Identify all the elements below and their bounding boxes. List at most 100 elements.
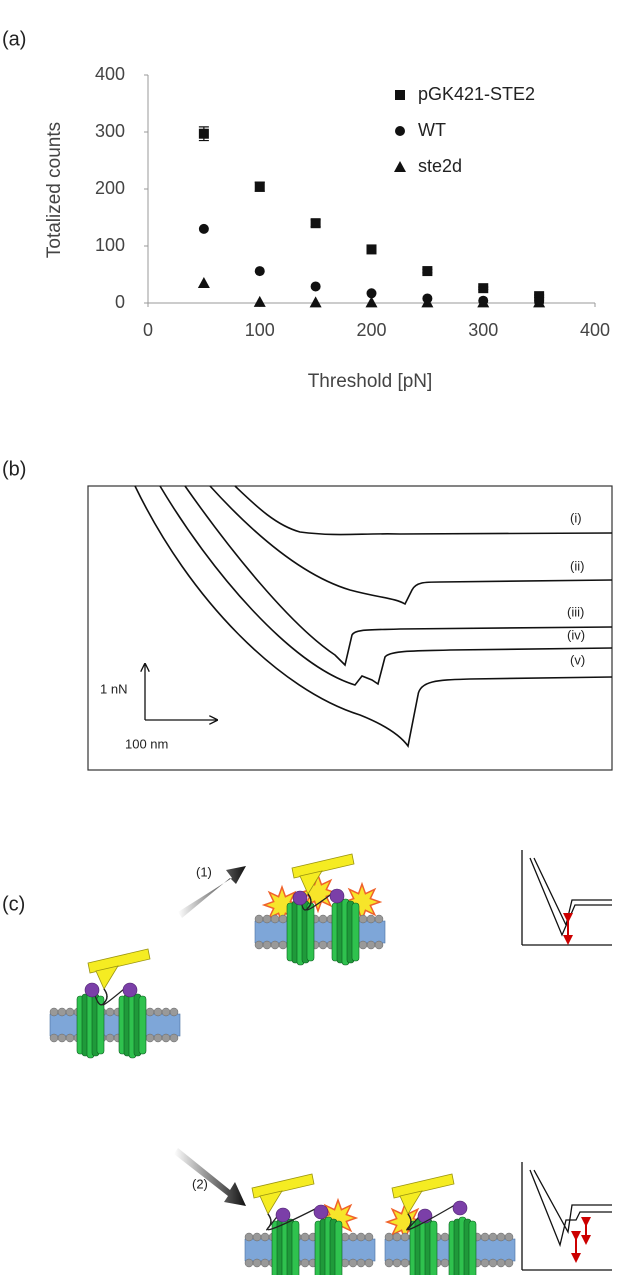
lipid-head [480,1258,490,1268]
tether [266,1205,322,1231]
lipid-head [49,1007,59,1017]
y-tick-label: 200 [95,178,125,198]
lipid-head [356,1232,366,1242]
lipid-head [65,1033,75,1043]
receptor-helix [96,995,105,1055]
marker [534,291,545,302]
ligand [122,982,138,998]
tether [102,983,131,1006]
lipid-head [252,1258,262,1268]
marker [310,281,321,292]
lipid-head [504,1232,514,1242]
lipid-head [254,914,264,924]
lipid-head [153,1007,163,1017]
lipid-head [169,1007,179,1017]
lipid-head [300,1258,310,1268]
lipid-head [244,1258,254,1268]
inset-plot [521,850,612,1271]
arrow [174,1148,246,1206]
x-tick-label: 300 [468,320,498,340]
lipid-head [364,1258,374,1268]
marker [477,296,490,308]
lipid-head [254,940,264,950]
ligand [417,1208,433,1224]
membrane [49,1013,181,1037]
panel-label: (a) [2,28,26,50]
lipid-head [270,940,280,950]
lipid-head [374,940,384,950]
x-tick-label: 0 [143,320,153,340]
marker [422,266,433,277]
lipid-head [480,1232,490,1242]
y-axis-label: Totalized counts [44,122,65,258]
scale-label: 1 nN [100,681,127,696]
step-label: (1) [196,864,212,879]
lipid-head [440,1232,450,1242]
scale-label: 100 nm [125,736,168,751]
tether [306,889,338,911]
cantilever-tip [259,1190,283,1215]
lipid-head [496,1232,506,1242]
y-tick-label: 0 [115,292,125,312]
legend-label: ste2d [418,156,462,176]
cantilever [391,1173,455,1199]
lipid-head [161,1033,171,1043]
lipid-head [244,1232,254,1242]
lipid-head [65,1007,75,1017]
lipid-head [161,1007,171,1017]
ligand [313,1204,329,1220]
receptor-helix [468,1220,477,1275]
y-tick-label: 400 [95,64,125,84]
trace-label: (v) [570,652,585,667]
scatter-chart: Threshold [pN] Totalized counts 0 100 200 3… [44,64,610,392]
receptor-helix [334,1220,343,1275]
lipid-head [270,914,280,924]
cantilever-tip [399,1190,423,1215]
cantilever-tip [95,965,119,990]
ligand [275,1207,291,1223]
lipid-head [252,1232,262,1242]
receptor-helix [351,902,360,962]
legend-marker [395,126,405,136]
marker [254,266,265,277]
marker [366,244,377,255]
x-tick-label: 200 [356,320,386,340]
tether [406,1201,461,1231]
marker [310,218,321,229]
trace [209,485,613,606]
lipid-head [318,914,328,924]
lipid-head [488,1258,498,1268]
lipid-head [145,1033,155,1043]
trace [134,485,613,748]
membrane [254,920,386,944]
marker [421,296,434,308]
marker [253,295,266,307]
lipid-head [400,1258,410,1268]
panel-label: (c) [2,893,25,915]
ligand [292,890,308,906]
lipid-head [358,914,368,924]
lipid-head [262,940,272,950]
panel-label: (b) [2,458,26,480]
lipid-head [384,1258,394,1268]
marker [533,296,546,308]
trace-label: (iii) [567,604,584,619]
lipid-head [384,1232,394,1242]
lipid-head [260,1258,270,1268]
lipid-head [496,1258,506,1268]
ligand [452,1200,468,1216]
lipid-head [278,940,288,950]
trace [184,485,613,667]
arrow [178,866,246,918]
trace-label: (iv) [567,627,585,642]
lipid-head [57,1007,67,1017]
marker [198,223,209,234]
x-axis-label: Threshold [pN] [308,371,433,392]
lipid-head [392,1232,402,1242]
lipid-head [57,1033,67,1043]
force-curves: 1 nN 100 nm (i) (ii) (iii) (iv) (v) [87,485,613,771]
lipid-head [374,914,384,924]
membrane [244,1238,376,1262]
legend-label: pGK421-STE2 [418,84,535,104]
marker [365,296,378,308]
